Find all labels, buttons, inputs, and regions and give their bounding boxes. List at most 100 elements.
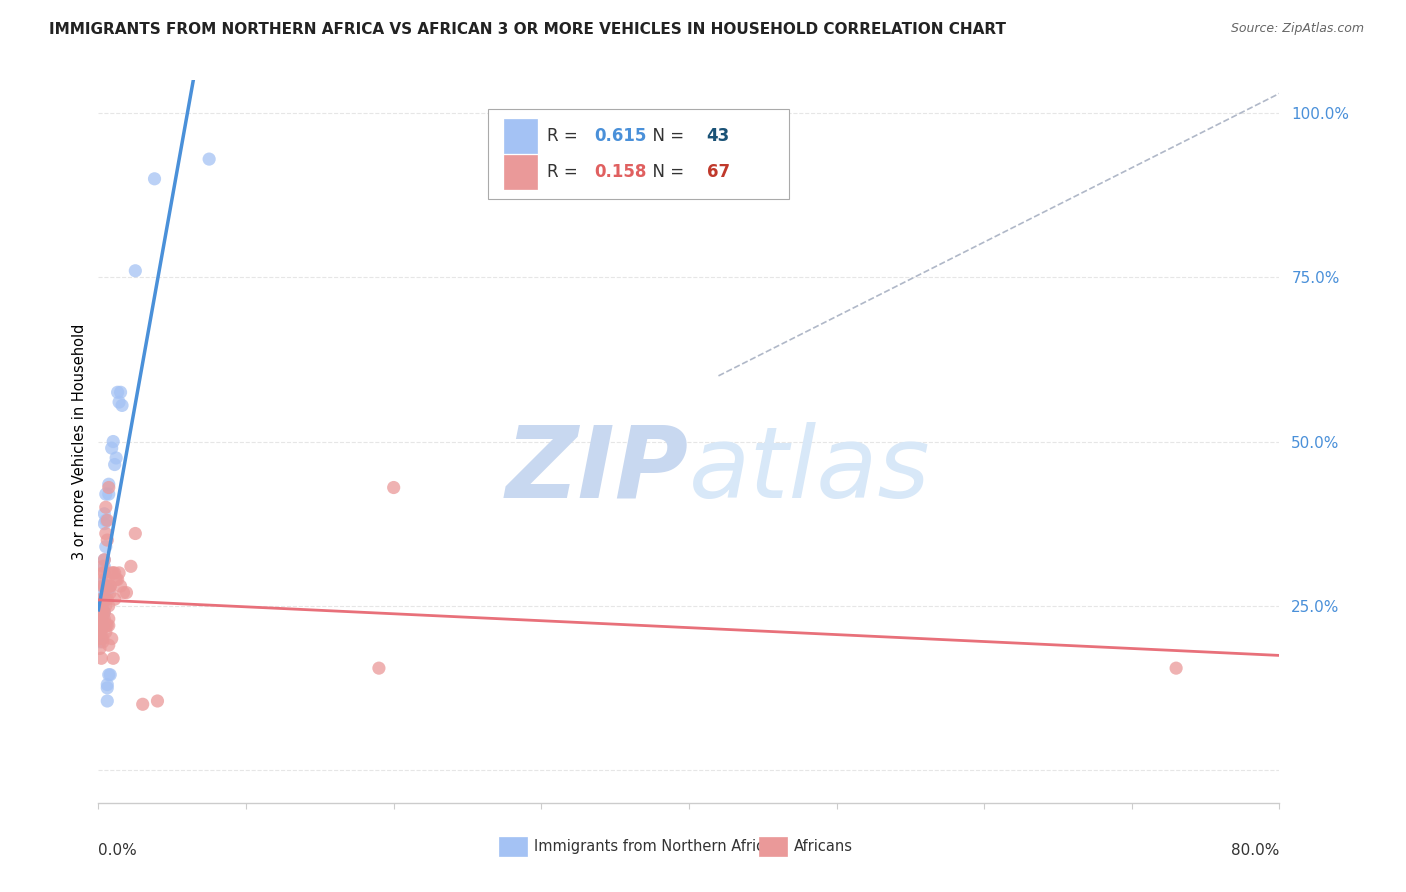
Point bbox=[94, 500, 117, 515]
Point bbox=[91, 585, 114, 599]
Point bbox=[94, 582, 117, 597]
Text: ZIP: ZIP bbox=[506, 422, 689, 519]
Bar bbox=[503, 154, 537, 189]
Text: N =: N = bbox=[641, 163, 689, 181]
Point bbox=[90, 592, 112, 607]
Point bbox=[94, 540, 117, 554]
Point bbox=[90, 608, 112, 623]
Point bbox=[94, 579, 117, 593]
Point bbox=[112, 585, 135, 599]
Point bbox=[97, 667, 120, 681]
Point bbox=[91, 608, 114, 623]
Point bbox=[96, 694, 118, 708]
Point bbox=[97, 638, 120, 652]
Text: Africans: Africans bbox=[794, 839, 853, 854]
Text: atlas: atlas bbox=[689, 422, 931, 519]
Point bbox=[94, 487, 117, 501]
Text: Immigrants from Northern Africa: Immigrants from Northern Africa bbox=[534, 839, 773, 854]
Point bbox=[124, 264, 146, 278]
Point bbox=[94, 526, 117, 541]
Point bbox=[104, 592, 127, 607]
Text: 0.0%: 0.0% bbox=[98, 843, 138, 858]
Point bbox=[89, 628, 111, 642]
Point bbox=[115, 585, 138, 599]
Point bbox=[91, 618, 114, 632]
Point bbox=[89, 632, 111, 646]
Point bbox=[94, 599, 117, 613]
Point bbox=[107, 385, 129, 400]
Point bbox=[93, 605, 115, 619]
Point bbox=[93, 553, 115, 567]
Point bbox=[96, 513, 118, 527]
Point bbox=[94, 513, 117, 527]
Point bbox=[93, 553, 115, 567]
Point bbox=[97, 477, 120, 491]
Point bbox=[108, 395, 131, 409]
Point bbox=[91, 559, 114, 574]
Text: 67: 67 bbox=[707, 163, 730, 181]
Point bbox=[98, 585, 121, 599]
Point bbox=[368, 661, 391, 675]
Point bbox=[98, 579, 121, 593]
Point bbox=[91, 592, 114, 607]
Text: Source: ZipAtlas.com: Source: ZipAtlas.com bbox=[1230, 22, 1364, 36]
Point bbox=[90, 612, 112, 626]
Point bbox=[90, 622, 112, 636]
Point bbox=[90, 608, 112, 623]
Point bbox=[97, 487, 120, 501]
Text: 0.615: 0.615 bbox=[595, 127, 647, 145]
Point bbox=[93, 618, 115, 632]
Text: 0.158: 0.158 bbox=[595, 163, 647, 181]
Point bbox=[96, 579, 118, 593]
Point bbox=[89, 641, 111, 656]
Point bbox=[91, 566, 114, 580]
Point bbox=[93, 507, 115, 521]
Text: R =: R = bbox=[547, 163, 583, 181]
Point bbox=[91, 618, 114, 632]
Point bbox=[111, 398, 134, 412]
Point bbox=[90, 651, 112, 665]
Point bbox=[91, 575, 114, 590]
Point bbox=[91, 632, 114, 646]
Point bbox=[103, 651, 125, 665]
Point bbox=[97, 481, 120, 495]
Point bbox=[91, 605, 114, 619]
Point bbox=[105, 573, 128, 587]
Point bbox=[93, 566, 115, 580]
Text: 80.0%: 80.0% bbox=[1232, 843, 1279, 858]
Point bbox=[1166, 661, 1188, 675]
Point bbox=[91, 635, 114, 649]
Point bbox=[91, 618, 114, 632]
Point bbox=[96, 618, 118, 632]
Point bbox=[105, 450, 128, 465]
Point bbox=[97, 599, 120, 613]
Point bbox=[89, 622, 111, 636]
Point bbox=[108, 566, 131, 580]
Point bbox=[91, 599, 114, 613]
Point bbox=[93, 579, 115, 593]
Point bbox=[90, 632, 112, 646]
Point bbox=[132, 698, 155, 712]
Point bbox=[98, 579, 121, 593]
Point bbox=[93, 516, 115, 531]
Point bbox=[107, 573, 129, 587]
Point bbox=[93, 605, 115, 619]
Text: IMMIGRANTS FROM NORTHERN AFRICA VS AFRICAN 3 OR MORE VEHICLES IN HOUSEHOLD CORRE: IMMIGRANTS FROM NORTHERN AFRICA VS AFRIC… bbox=[49, 22, 1007, 37]
Point bbox=[89, 625, 111, 640]
Point bbox=[146, 694, 169, 708]
Point bbox=[93, 559, 115, 574]
Point bbox=[93, 573, 115, 587]
Point bbox=[96, 533, 118, 547]
Point bbox=[143, 171, 166, 186]
Y-axis label: 3 or more Vehicles in Household: 3 or more Vehicles in Household bbox=[72, 324, 87, 559]
Point bbox=[100, 566, 122, 580]
Point bbox=[110, 579, 132, 593]
Point bbox=[103, 434, 125, 449]
Point bbox=[90, 615, 112, 630]
Point bbox=[90, 599, 112, 613]
Point bbox=[90, 625, 112, 640]
Point bbox=[90, 622, 112, 636]
Point bbox=[90, 615, 112, 630]
Point bbox=[94, 618, 117, 632]
Point bbox=[198, 152, 221, 166]
